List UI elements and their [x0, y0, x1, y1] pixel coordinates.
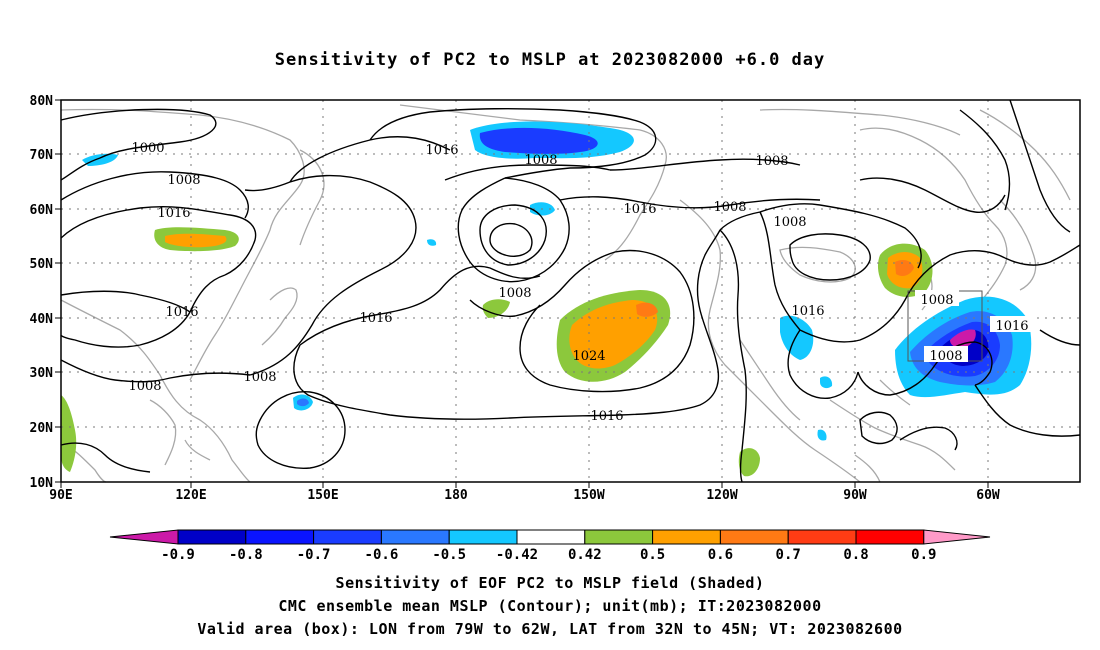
colorbar-segment	[719, 529, 789, 545]
latitude-label: 40N	[30, 312, 54, 327]
contour-label: 1008	[773, 215, 806, 230]
colorbar-segment	[313, 529, 382, 545]
colorbar-segment	[584, 529, 654, 545]
colorbar-segment	[855, 529, 925, 545]
colorbar-label: -0.9	[161, 547, 195, 563]
latitude-labels: 80N 70N 60N 50N 40N 30N 20N 10N	[30, 94, 54, 491]
contour-label: 1024	[572, 349, 605, 364]
caption-valid-area: Valid area (box): LON from 79W to 62W, L…	[197, 620, 903, 638]
colorbar-label: -0.5	[432, 547, 466, 563]
plot-area: 1000 1008 1016 1016 1008 1008 1008 1016 1008 1016…	[60, 99, 1081, 483]
contour-label: 1008	[920, 293, 953, 308]
colorbar-label: 0.5	[640, 547, 665, 563]
colorbar-label: -0.8	[229, 547, 263, 563]
colorbar-label: -0.42	[496, 547, 538, 563]
colorbar-segment	[516, 529, 586, 545]
colorbar-labels: -0.9 -0.8 -0.7 -0.6 -0.5 -0.42 0.42 0.5 0.6 0.7 0.…	[161, 547, 936, 563]
contour-label: 1008	[498, 286, 531, 301]
colorbar-label: 0.7	[776, 547, 801, 563]
contour-labels: 1000 1008 1016 1016 1008 1008 1008 1016 1008 1016…	[128, 141, 1034, 424]
contour-label-bg	[915, 290, 959, 306]
contour-label: 1016	[359, 311, 392, 326]
longitude-label: 120E	[175, 488, 206, 503]
contour-label: 1016	[157, 206, 190, 221]
latitude-label: 30N	[30, 366, 54, 381]
colorbar-segment	[177, 529, 247, 545]
colorbar-segment	[380, 529, 450, 545]
contour-label: 1008	[929, 349, 962, 364]
colorbar-label: 0.6	[708, 547, 733, 563]
colorbar-label: 0.9	[911, 547, 936, 563]
colorbar-label: 0.42	[568, 547, 602, 563]
longitude-label: 90W	[843, 488, 867, 503]
colorbar-right-triangle	[923, 529, 991, 545]
colorbar-label: 0.8	[843, 547, 868, 563]
contour-label: 1008	[167, 173, 200, 188]
latitude-label: 60N	[30, 203, 54, 218]
contour-label-bg	[924, 346, 968, 362]
contour-label: 1016	[623, 202, 656, 217]
colorbar-label: -0.6	[365, 547, 399, 563]
contour-label: 1008	[243, 370, 276, 385]
longitude-label: 60W	[976, 488, 1000, 503]
contour-label: 1008	[128, 379, 161, 394]
longitude-labels: 90E 120E 150E 180 150W 120W 90W 60W	[49, 488, 1000, 503]
latitude-label: 80N	[30, 94, 54, 109]
contour-label: 1016	[995, 319, 1028, 334]
contour-label: 1016	[590, 409, 623, 424]
axis-ticks	[55, 99, 989, 488]
colorbar-segment	[652, 529, 721, 545]
sensitivity-map: 1000 1008 1016 1016 1008 1008 1008 1016 1008 1016…	[30, 94, 1081, 563]
colorbar-segment	[245, 529, 315, 545]
longitude-label: 150W	[573, 488, 604, 503]
colorbar-segment	[787, 529, 857, 545]
contour-label: 1008	[524, 153, 557, 168]
longitude-label: 180	[444, 488, 468, 503]
caption-shaded: Sensitivity of EOF PC2 to MSLP field (Sh…	[335, 574, 765, 592]
latitude-label: 70N	[30, 148, 54, 163]
map-title: Sensitivity of PC2 to MSLP at 2023082000…	[274, 50, 826, 70]
contour-label: 1016	[165, 305, 198, 320]
latitude-label: 50N	[30, 257, 54, 272]
caption-contour: CMC ensemble mean MSLP (Contour); unit(m…	[278, 597, 822, 615]
contour-label: 1008	[755, 154, 788, 169]
contour-label: 1000	[131, 141, 164, 156]
contour-label-bg	[990, 316, 1034, 332]
longitude-label: 90E	[49, 488, 72, 503]
longitude-label: 120W	[706, 488, 737, 503]
latitude-label: 20N	[30, 421, 54, 436]
mslp-contours	[60, 99, 1081, 483]
longitude-label: 150E	[307, 488, 338, 503]
latitude-label: 10N	[30, 476, 54, 491]
contour-label: 1016	[791, 304, 824, 319]
colorbar-label: -0.7	[297, 547, 331, 563]
contour-label: 1008	[713, 200, 746, 215]
graticule	[61, 100, 1080, 482]
colorbar-segment	[448, 529, 518, 545]
colorbar	[109, 529, 991, 545]
colorbar-left-triangle	[109, 529, 179, 545]
contour-label: 1016	[425, 143, 458, 158]
